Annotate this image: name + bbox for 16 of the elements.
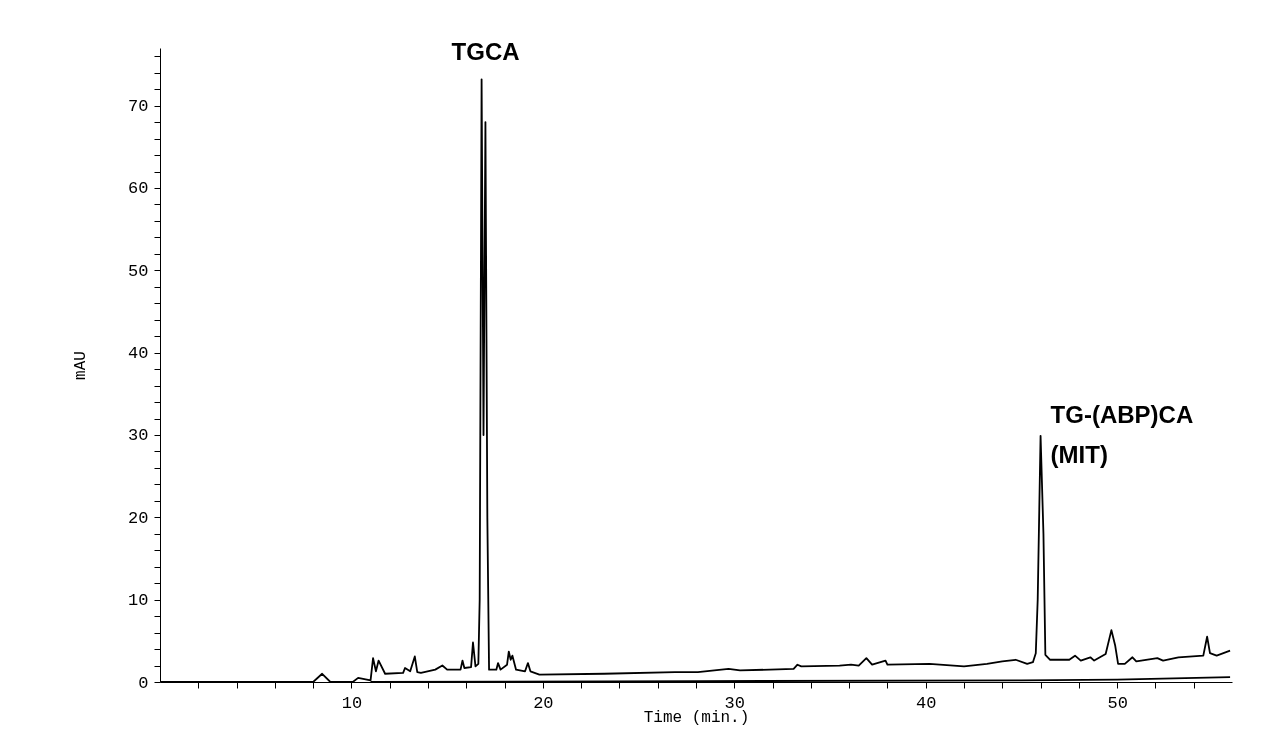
y-tick-label: 30	[128, 426, 149, 446]
x-axis-title: Time (min.)	[643, 708, 750, 727]
x-tick-label: 50	[1107, 693, 1128, 713]
annotation: TG-(ABP)CA (MIT)	[1050, 400, 1194, 468]
x-tick-label: 40	[916, 693, 937, 713]
y-axis-title: mAU	[72, 351, 91, 380]
y-tick-label: 70	[128, 97, 149, 117]
y-tick-label: 20	[128, 508, 149, 528]
x-tick-label: 20	[533, 693, 554, 713]
y-tick-label: 50	[128, 261, 149, 281]
annotation: TGCA	[451, 38, 520, 66]
x-tick-label: 10	[341, 693, 363, 713]
y-tick-label: 0	[138, 673, 149, 693]
y-tick-label: 40	[128, 344, 149, 364]
y-tick-label: 10	[128, 591, 149, 611]
y-tick-label: 60	[128, 179, 149, 199]
